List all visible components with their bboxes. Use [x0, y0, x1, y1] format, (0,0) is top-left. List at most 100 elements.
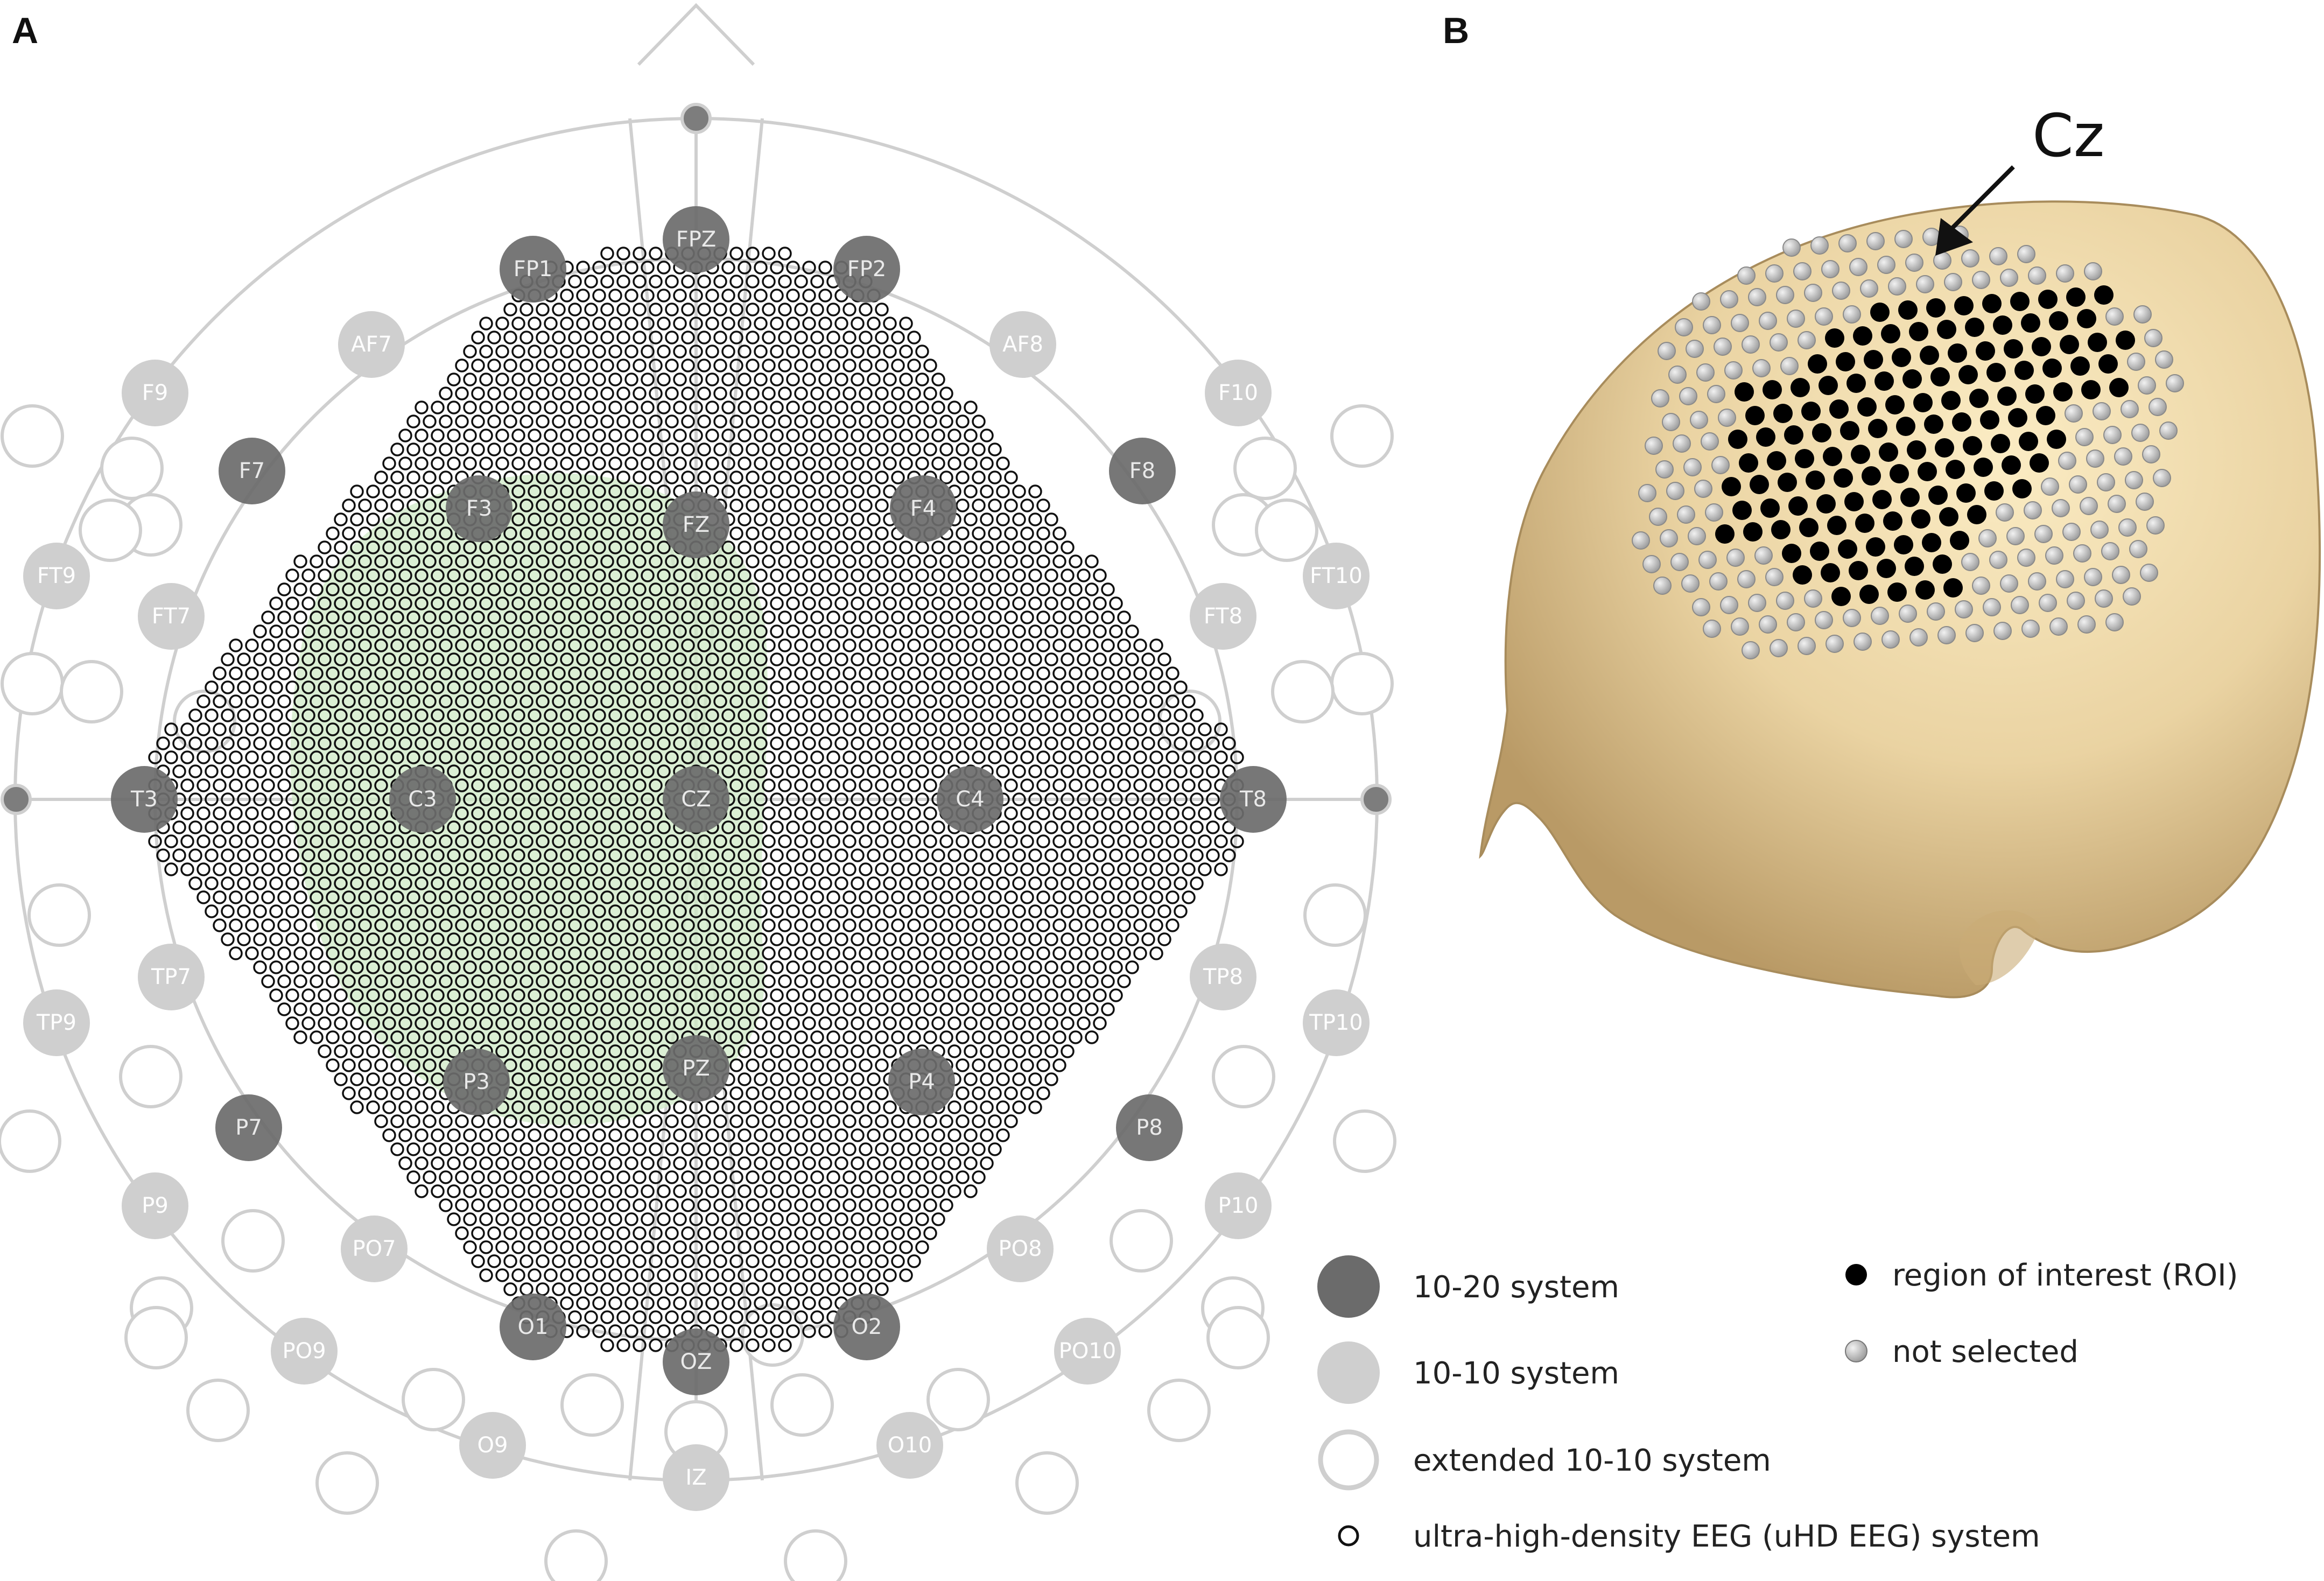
uhd-electrode: [552, 1086, 566, 1100]
uhd-electrode: [1004, 666, 1018, 680]
uhd-electrode: [899, 792, 913, 806]
roi-electrode: [2019, 432, 2038, 451]
uhd-electrode: [293, 918, 307, 932]
uhd-electrode: [1061, 988, 1075, 1002]
uhd-electrode: [1004, 806, 1018, 820]
uhd-electrode: [842, 610, 856, 624]
electrode-1020-c3: C3: [389, 766, 456, 833]
uhd-electrode: [915, 1184, 929, 1198]
uhd-electrode: [729, 387, 743, 400]
uhd-electrode: [624, 904, 638, 918]
not-selected-electrode: [1843, 609, 1861, 627]
uhd-electrode: [810, 470, 824, 484]
uhd-electrode: [947, 624, 961, 638]
uhd-electrode: [931, 373, 945, 387]
uhd-electrode: [713, 387, 727, 400]
uhd-electrode: [592, 1072, 606, 1086]
uhd-electrode: [237, 764, 251, 778]
uhd-electrode: [649, 247, 663, 261]
uhd-electrode: [738, 708, 752, 722]
uhd-electrode: [633, 526, 647, 540]
uhd-electrode: [237, 932, 251, 946]
uhd-electrode: [754, 960, 768, 974]
uhd-electrode: [1157, 904, 1171, 918]
uhd-electrode: [616, 1226, 630, 1240]
uhd-electrode: [528, 456, 542, 470]
uhd-electrode: [415, 624, 429, 638]
uhd-electrode: [964, 848, 978, 862]
uhd-electrode: [1012, 736, 1026, 750]
uhd-electrode: [633, 1086, 647, 1100]
uhd-electrode: [1117, 946, 1131, 960]
uhd-electrode: [947, 988, 961, 1002]
uhd-electrode: [552, 1254, 566, 1268]
uhd-electrode: [318, 736, 332, 750]
uhd-electrode: [980, 484, 994, 498]
uhd-electrode: [358, 666, 372, 680]
not-selected-electrode: [1748, 288, 1766, 306]
uhd-electrode: [786, 261, 800, 275]
uhd-electrode: [899, 1268, 913, 1282]
uhd-electrode: [689, 652, 703, 666]
roi-electrode: [1900, 488, 1920, 507]
uhd-electrode: [616, 918, 630, 932]
uhd-electrode: [229, 750, 243, 764]
uhd-electrode: [907, 946, 921, 960]
not-selected-electrode: [1770, 639, 1788, 657]
uhd-electrode: [697, 862, 711, 876]
uhd-electrode: [495, 876, 509, 890]
uhd-electrode: [479, 988, 493, 1002]
uhd-electrode: [713, 1226, 727, 1240]
uhd-electrode: [980, 708, 994, 722]
uhd-electrode: [851, 345, 865, 359]
uhd-electrode: [447, 1044, 461, 1058]
electrode-1020-label: O1: [518, 1315, 549, 1339]
extended-1010-electrode: [402, 1368, 465, 1431]
electrode-1020-t3: T3: [111, 766, 178, 833]
uhd-electrode: [544, 904, 558, 918]
uhd-electrode: [423, 834, 437, 848]
uhd-electrode: [293, 778, 307, 792]
uhd-electrode: [439, 1170, 453, 1184]
uhd-electrode: [1157, 680, 1171, 694]
uhd-electrode: [802, 764, 816, 778]
uhd-electrode: [1036, 1086, 1050, 1100]
uhd-electrode: [738, 400, 752, 414]
uhd-electrode: [721, 456, 735, 470]
uhd-electrode: [810, 638, 824, 652]
uhd-electrode: [616, 750, 630, 764]
roi-electrode: [1950, 531, 1969, 550]
uhd-electrode: [891, 862, 905, 876]
uhd-electrode: [471, 862, 485, 876]
uhd-electrode: [673, 373, 687, 387]
uhd-electrode: [770, 1100, 784, 1114]
uhd-electrode: [697, 750, 711, 764]
uhd-electrode: [754, 373, 768, 387]
uhd-electrode: [1101, 666, 1115, 680]
uhd-electrode: [867, 317, 881, 331]
uhd-electrode: [423, 890, 437, 904]
uhd-electrode: [842, 303, 856, 317]
uhd-electrode: [511, 848, 525, 862]
uhd-electrode: [374, 750, 388, 764]
uhd-electrode: [713, 694, 727, 708]
uhd-electrode: [705, 373, 719, 387]
uhd-electrode: [883, 820, 897, 834]
uhd-electrode: [592, 1156, 606, 1170]
uhd-electrode: [705, 736, 719, 750]
uhd-electrode: [810, 303, 824, 317]
roi-electrode: [1827, 516, 1846, 535]
uhd-electrode: [891, 778, 905, 792]
uhd-electrode: [633, 359, 647, 373]
uhd-electrode: [213, 890, 227, 904]
uhd-electrode: [762, 974, 776, 988]
extended-1010-electrode: [1158, 690, 1221, 753]
uhd-electrode: [770, 960, 784, 974]
uhd-electrode: [221, 708, 235, 722]
uhd-electrode: [964, 736, 978, 750]
uhd-electrode: [350, 988, 364, 1002]
uhd-electrode: [1020, 638, 1034, 652]
uhd-electrode: [826, 918, 840, 932]
uhd-electrode: [616, 1338, 630, 1352]
uhd-electrode: [471, 778, 485, 792]
